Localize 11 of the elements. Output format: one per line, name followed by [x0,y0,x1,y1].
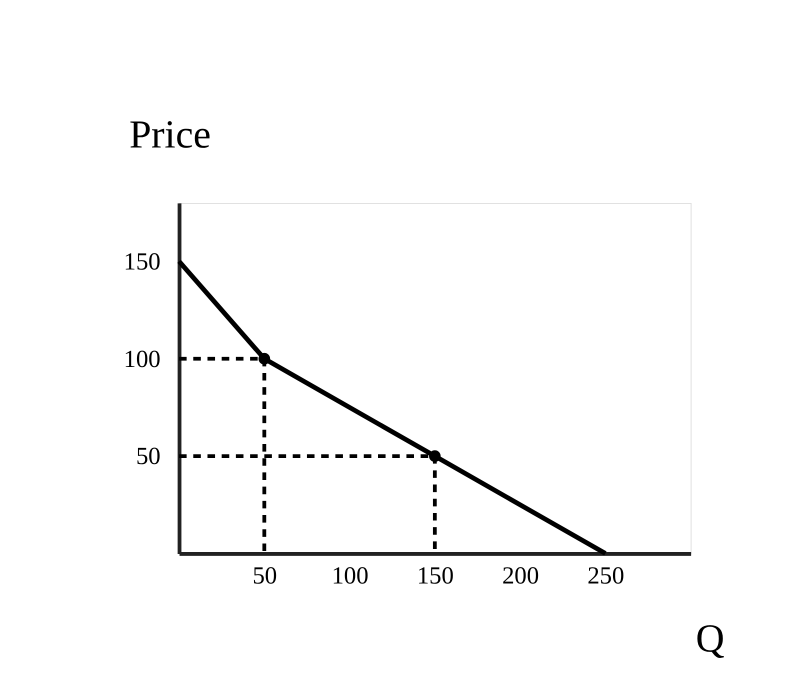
x-axis-title: Q [696,616,725,661]
y-tick-label: 150 [124,248,161,276]
y-axis-title: Price [129,112,211,157]
x-tick-label: 50 [252,562,278,590]
line-series [176,259,608,556]
y-tick-label: 50 [136,443,161,470]
x-tick-label: 100 [332,562,369,590]
x-tick-label: 200 [502,562,540,590]
x-tick-label: 250 [587,562,624,590]
y-tick-label: 100 [124,346,161,373]
x-tick-label: 150 [416,562,454,590]
